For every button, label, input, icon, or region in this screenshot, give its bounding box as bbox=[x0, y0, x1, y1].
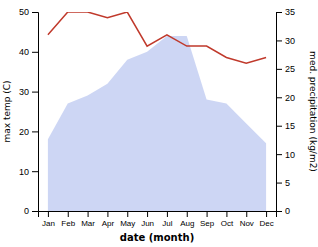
x-tick: Jul bbox=[162, 211, 172, 228]
y2-tick-mark bbox=[276, 211, 282, 212]
y2-tick: 15 bbox=[276, 121, 295, 131]
y-tick-mark bbox=[32, 12, 38, 13]
y-tick: 20 bbox=[19, 127, 38, 137]
y-tick-mark bbox=[32, 52, 38, 53]
x-tick-label: May bbox=[120, 219, 135, 228]
x-tick-label: Jul bbox=[162, 219, 172, 228]
x-tick-label: Aug bbox=[180, 219, 194, 228]
x-tick-mark bbox=[88, 211, 89, 217]
y-tick-label: 30 bbox=[19, 87, 29, 97]
y2-tick-label: 0 bbox=[285, 206, 290, 216]
x-tick-mark bbox=[167, 211, 168, 217]
y-tick-label: 40 bbox=[19, 47, 29, 57]
y2-tick: 30 bbox=[276, 36, 295, 46]
y2-tick-mark bbox=[276, 126, 282, 127]
y2-tick-mark bbox=[276, 12, 282, 13]
x-tick-label: Jun bbox=[141, 219, 154, 228]
x-axis-line bbox=[39, 212, 277, 218]
x-tick-mark bbox=[187, 211, 188, 217]
plot: Jan Feb Mar Apr May Jun Jul Aug Sep Oct Nov Dec 0 10 2… bbox=[2, 7, 318, 243]
y2-tick: 0 bbox=[276, 206, 290, 216]
x-tick-mark bbox=[246, 211, 247, 217]
y-tick-mark bbox=[32, 131, 38, 132]
x-tick: Aug bbox=[180, 211, 194, 228]
y-axis-title: max temp (C) bbox=[2, 80, 12, 142]
y2-tick-label: 35 bbox=[285, 7, 295, 17]
x-tick: Nov bbox=[240, 211, 254, 228]
x-tick-mark bbox=[127, 211, 128, 217]
y2-tick: 35 bbox=[276, 7, 295, 17]
y-axis: 0 10 20 30 40 50 bbox=[19, 7, 39, 216]
y2-tick-label: 15 bbox=[285, 121, 295, 131]
x-tick-mark bbox=[147, 211, 148, 217]
x-tick: Jan bbox=[42, 211, 55, 228]
x-tick-label: Dec bbox=[259, 219, 273, 228]
x-tick: Oct bbox=[221, 211, 234, 228]
y2-tick-mark bbox=[276, 40, 282, 41]
y2-tick-mark bbox=[276, 97, 282, 98]
x-tick-label: Jan bbox=[42, 219, 55, 228]
y2-tick: 5 bbox=[276, 178, 290, 188]
y-tick: 50 bbox=[19, 7, 38, 17]
y2-tick-label: 25 bbox=[285, 64, 295, 74]
y-tick-mark bbox=[32, 92, 38, 93]
y-tick: 0 bbox=[24, 206, 38, 216]
x-tick: Feb bbox=[61, 211, 75, 228]
y-tick: 10 bbox=[19, 167, 38, 177]
x-tick: May bbox=[120, 211, 135, 228]
x-tick-mark bbox=[207, 211, 208, 217]
x-tick-label: Sep bbox=[200, 219, 215, 228]
x-tick: Dec bbox=[259, 211, 273, 228]
x-tick-mark bbox=[107, 211, 108, 217]
x-tick-label: Feb bbox=[61, 219, 75, 228]
y2-tick-mark bbox=[276, 69, 282, 70]
y-tick-mark bbox=[32, 171, 38, 172]
y2-tick-label: 10 bbox=[285, 150, 295, 160]
y-tick: 40 bbox=[19, 47, 38, 57]
y-tick-label: 0 bbox=[24, 206, 29, 216]
x-tick-mark bbox=[48, 211, 49, 217]
x-tick: Jun bbox=[141, 211, 154, 228]
x-tick-mark bbox=[226, 211, 227, 217]
marks bbox=[48, 12, 266, 211]
x-tick: Mar bbox=[81, 211, 95, 228]
y-tick: 30 bbox=[19, 87, 38, 97]
y2-tick-label: 20 bbox=[285, 93, 295, 103]
y-tick-label: 10 bbox=[19, 167, 29, 177]
x-tick-label: Apr bbox=[102, 219, 115, 228]
y2-tick: 25 bbox=[276, 64, 295, 74]
y-tick-mark bbox=[32, 211, 38, 212]
x-axis: Jan Feb Mar Apr May Jun Jul Aug Sep Oct Nov Dec bbox=[39, 211, 277, 228]
area bbox=[48, 36, 266, 211]
y-tick-label: 20 bbox=[19, 127, 29, 137]
line bbox=[48, 12, 266, 63]
x-axis-title: date (month) bbox=[120, 232, 194, 243]
y2-axis: 0 5 10 15 20 25 30 35 bbox=[276, 7, 295, 216]
y2-tick-mark bbox=[276, 183, 282, 184]
y2-tick: 20 bbox=[276, 93, 295, 103]
y-axis-line bbox=[32, 13, 39, 212]
y2-tick: 10 bbox=[276, 150, 295, 160]
y-tick-label: 50 bbox=[19, 7, 29, 17]
x-tick: Sep bbox=[200, 211, 215, 228]
x-tick: Apr bbox=[102, 211, 115, 228]
x-tick-mark bbox=[68, 211, 69, 217]
x-tick-label: Nov bbox=[240, 219, 254, 228]
x-tick-label: Mar bbox=[81, 219, 95, 228]
x-tick-label: Oct bbox=[221, 219, 234, 228]
chart: Jan Feb Mar Apr May Jun Jul Aug Sep Oct Nov Dec 0 10 2… bbox=[0, 0, 318, 247]
y2-tick-mark bbox=[276, 154, 282, 155]
y2-axis-line bbox=[277, 13, 283, 212]
y2-axis-title: med. precipitation (kg/m2) bbox=[308, 51, 318, 172]
y2-tick-label: 5 bbox=[285, 178, 290, 188]
x-tick-mark bbox=[266, 211, 267, 217]
y2-tick-label: 30 bbox=[285, 36, 295, 46]
